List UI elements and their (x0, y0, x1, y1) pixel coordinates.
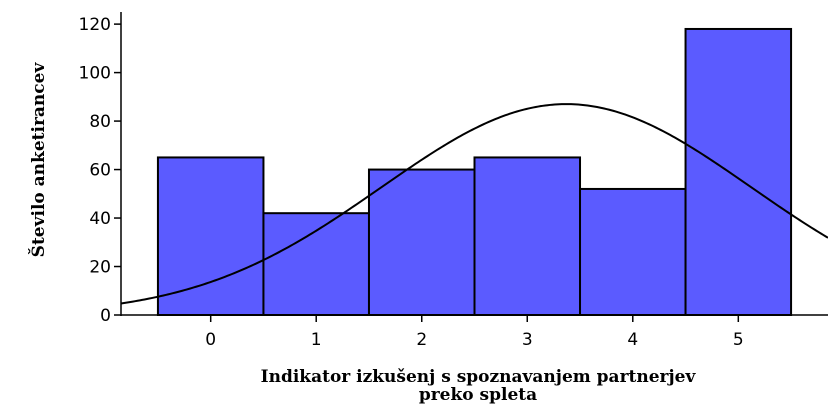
y-tick-label-80: 80 (89, 112, 111, 132)
histogram-bar-2 (367, 168, 476, 316)
histogram-bar-4 (579, 187, 687, 316)
y-axis-label: Število anketirancev (28, 62, 49, 258)
histogram-bar-5 (684, 27, 793, 317)
curve-layer (120, 103, 828, 305)
y-tick-label-100: 100 (79, 64, 111, 84)
x-tick-label-3: 3 (522, 330, 533, 350)
x-axis-label-line-1: Indikator izkušenj s spoznavanjem partne… (261, 367, 697, 387)
x-tick-label-1: 1 (311, 330, 322, 350)
bars-layer (156, 27, 793, 317)
axes-layer: 0 20 40 60 80 100 120 0 1 2 3 4 5 (79, 12, 828, 350)
normal-curve (120, 103, 828, 305)
x-tick-label-5: 5 (733, 330, 744, 350)
x-tick-label-0: 0 (205, 330, 216, 350)
histogram-bar-3 (473, 156, 582, 316)
y-tick-label-20: 20 (89, 258, 111, 278)
x-tick-label-2: 2 (416, 330, 427, 350)
x-axis-label-line-2: preko spleta (419, 385, 537, 405)
histogram-bar-1 (262, 212, 370, 316)
y-tick-label-0: 0 (100, 306, 111, 326)
y-tick-label-60: 60 (89, 161, 111, 181)
y-tick-label-120: 120 (79, 15, 111, 35)
x-tick-label-4: 4 (627, 330, 638, 350)
histogram-bar-0 (156, 156, 265, 316)
y-tick-label-40: 40 (89, 209, 111, 229)
